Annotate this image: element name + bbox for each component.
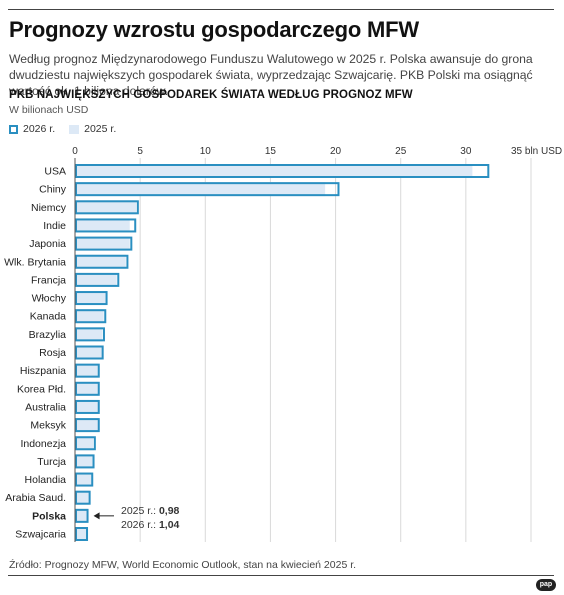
bar-2026-włochy xyxy=(75,291,108,306)
annotation-label-2025: 2025 r.: xyxy=(121,505,159,517)
bar-2025-turcja xyxy=(75,454,94,469)
bar-2026-wlk-brytania xyxy=(75,254,129,269)
bar-2026-holandia xyxy=(75,472,94,487)
legend-item-2025: 2025 r. xyxy=(69,123,116,135)
x-tick-label-30: 30 xyxy=(460,146,472,157)
bar-2026-kanada xyxy=(75,309,107,324)
bar-2026-polska xyxy=(75,508,89,523)
category-label-hiszpania: Hiszpania xyxy=(20,365,66,377)
source-note: Źródło: Prognozy MFW, World Economic Out… xyxy=(9,559,357,571)
bar-2026-indie xyxy=(75,218,137,233)
bar-2026-hiszpania xyxy=(75,363,100,378)
pap-logo: pap xyxy=(536,579,556,591)
bar-2026-chiny xyxy=(75,182,340,197)
category-label-włochy: Włochy xyxy=(32,293,67,305)
bar-2025-indonezja xyxy=(75,436,94,451)
bar-2026-turcja xyxy=(75,454,95,469)
bar-2025-rosja xyxy=(75,345,103,360)
description: Według prognoz Międzynarodowego Funduszu… xyxy=(9,52,533,98)
bar-2025-usa xyxy=(75,164,473,178)
bar-2026-arabia-saud- xyxy=(75,490,91,505)
bar-2025-korea-płd- xyxy=(75,381,99,396)
bar-2026-brazylia xyxy=(75,327,105,342)
bar-2025-polska xyxy=(75,508,88,523)
bar-2026-rosja xyxy=(75,345,104,360)
bar-2025-hiszpania xyxy=(75,363,99,378)
category-label-australia: Australia xyxy=(25,401,66,413)
bar-2025-brazylia xyxy=(75,327,103,342)
legend-swatch-2026 xyxy=(9,124,18,134)
bar-2025-kanada xyxy=(75,309,104,324)
category-label-indonezja: Indonezja xyxy=(20,438,66,450)
bar-2026-korea-płd- xyxy=(75,381,100,396)
bottom-rule xyxy=(8,575,554,576)
top-rule xyxy=(8,9,554,10)
x-tick-label-15: 15 xyxy=(265,146,277,157)
bar-2026-japonia xyxy=(75,236,133,251)
category-label-indie: Indie xyxy=(43,220,66,232)
category-label-kanada: Kanada xyxy=(30,311,66,323)
category-label-arabia-saud-: Arabia Saud. xyxy=(5,492,66,504)
bar-2025-holandia xyxy=(75,472,92,487)
bar-2026-usa xyxy=(75,164,490,178)
category-label-niemcy: Niemcy xyxy=(31,202,67,214)
bar-chart: 0 5 10 15 20 25 30 35 bln USD USA Chiny Niemcy Indi… xyxy=(4,146,562,542)
bar-2025-wlk-brytania xyxy=(75,254,126,269)
bar-2026-australia xyxy=(75,399,100,414)
bar-2025-niemcy xyxy=(75,200,137,215)
bar-2025-włochy xyxy=(75,291,107,306)
category-label-szwajcaria: Szwajcaria xyxy=(15,529,66,541)
chart-legend: 2026 r. 2025 r. xyxy=(9,123,130,135)
annotation-line-2025: 2025 r.: 0,98 xyxy=(121,505,180,517)
bar-2026-meksyk xyxy=(75,418,100,433)
annotation-line-2026: 2026 r.: 1,04 xyxy=(121,519,180,531)
category-label-rosja: Rosja xyxy=(39,347,66,359)
category-label-meksyk: Meksyk xyxy=(30,420,66,432)
bar-2025-australia xyxy=(75,399,99,414)
bar-2026-francja xyxy=(75,272,120,287)
annotation-value-2025: 0,98 xyxy=(159,505,180,517)
bar-2025-szwajcaria xyxy=(75,527,88,541)
category-label-japonia: Japonia xyxy=(29,238,66,250)
category-label-francja: Francja xyxy=(31,274,66,286)
legend-label-2026: 2026 r. xyxy=(23,123,56,135)
bar-2025-francja xyxy=(75,272,117,287)
bar-2026-indonezja xyxy=(75,436,96,451)
legend-swatch-2025 xyxy=(69,124,80,134)
bar-2026-niemcy xyxy=(75,200,139,215)
x-tick-label-20: 20 xyxy=(330,146,342,157)
legend-item-2026: 2026 r. xyxy=(9,123,55,135)
x-tick-label-0: 0 xyxy=(72,146,78,157)
category-label-holandia: Holandia xyxy=(25,474,67,486)
annotation-arrow-head xyxy=(93,512,100,520)
bar-2025-meksyk xyxy=(75,418,99,433)
x-tick-label-10: 10 xyxy=(200,146,212,157)
category-label-turcja: Turcja xyxy=(37,456,66,468)
page-title: Prognozy wzrostu gospodarczego MFW xyxy=(9,17,419,42)
x-tick-label-5: 5 xyxy=(137,146,143,157)
category-label-wlk-brytania: Wlk. Brytania xyxy=(4,256,66,268)
chart-unit-label: W bilionach USD xyxy=(9,104,89,116)
legend-label-2025: 2025 r. xyxy=(84,123,117,135)
bar-2025-arabia-saud- xyxy=(75,490,90,505)
annotation-value-2026: 1,04 xyxy=(159,519,180,531)
category-label-brazylia: Brazylia xyxy=(29,329,67,341)
bar-2026-szwajcaria xyxy=(75,527,89,541)
bar-2025-japonia xyxy=(75,236,130,251)
chart-title: PKB NAJWIĘKSZYCH GOSPODAREK ŚWIATA WEDŁU… xyxy=(9,89,413,101)
bar-2025-indie xyxy=(75,218,130,233)
x-tick-label-25: 25 xyxy=(395,146,407,157)
category-label-chiny: Chiny xyxy=(39,184,67,196)
category-label-korea-płd-: Korea Płd. xyxy=(17,383,66,395)
category-label-usa: USA xyxy=(44,166,66,178)
annotation-label-2026: 2026 r.: xyxy=(121,519,159,531)
category-label-polska: Polska xyxy=(32,510,66,522)
x-tick-label-35: 35 bln USD xyxy=(511,146,562,157)
bar-2025-chiny xyxy=(75,182,326,197)
